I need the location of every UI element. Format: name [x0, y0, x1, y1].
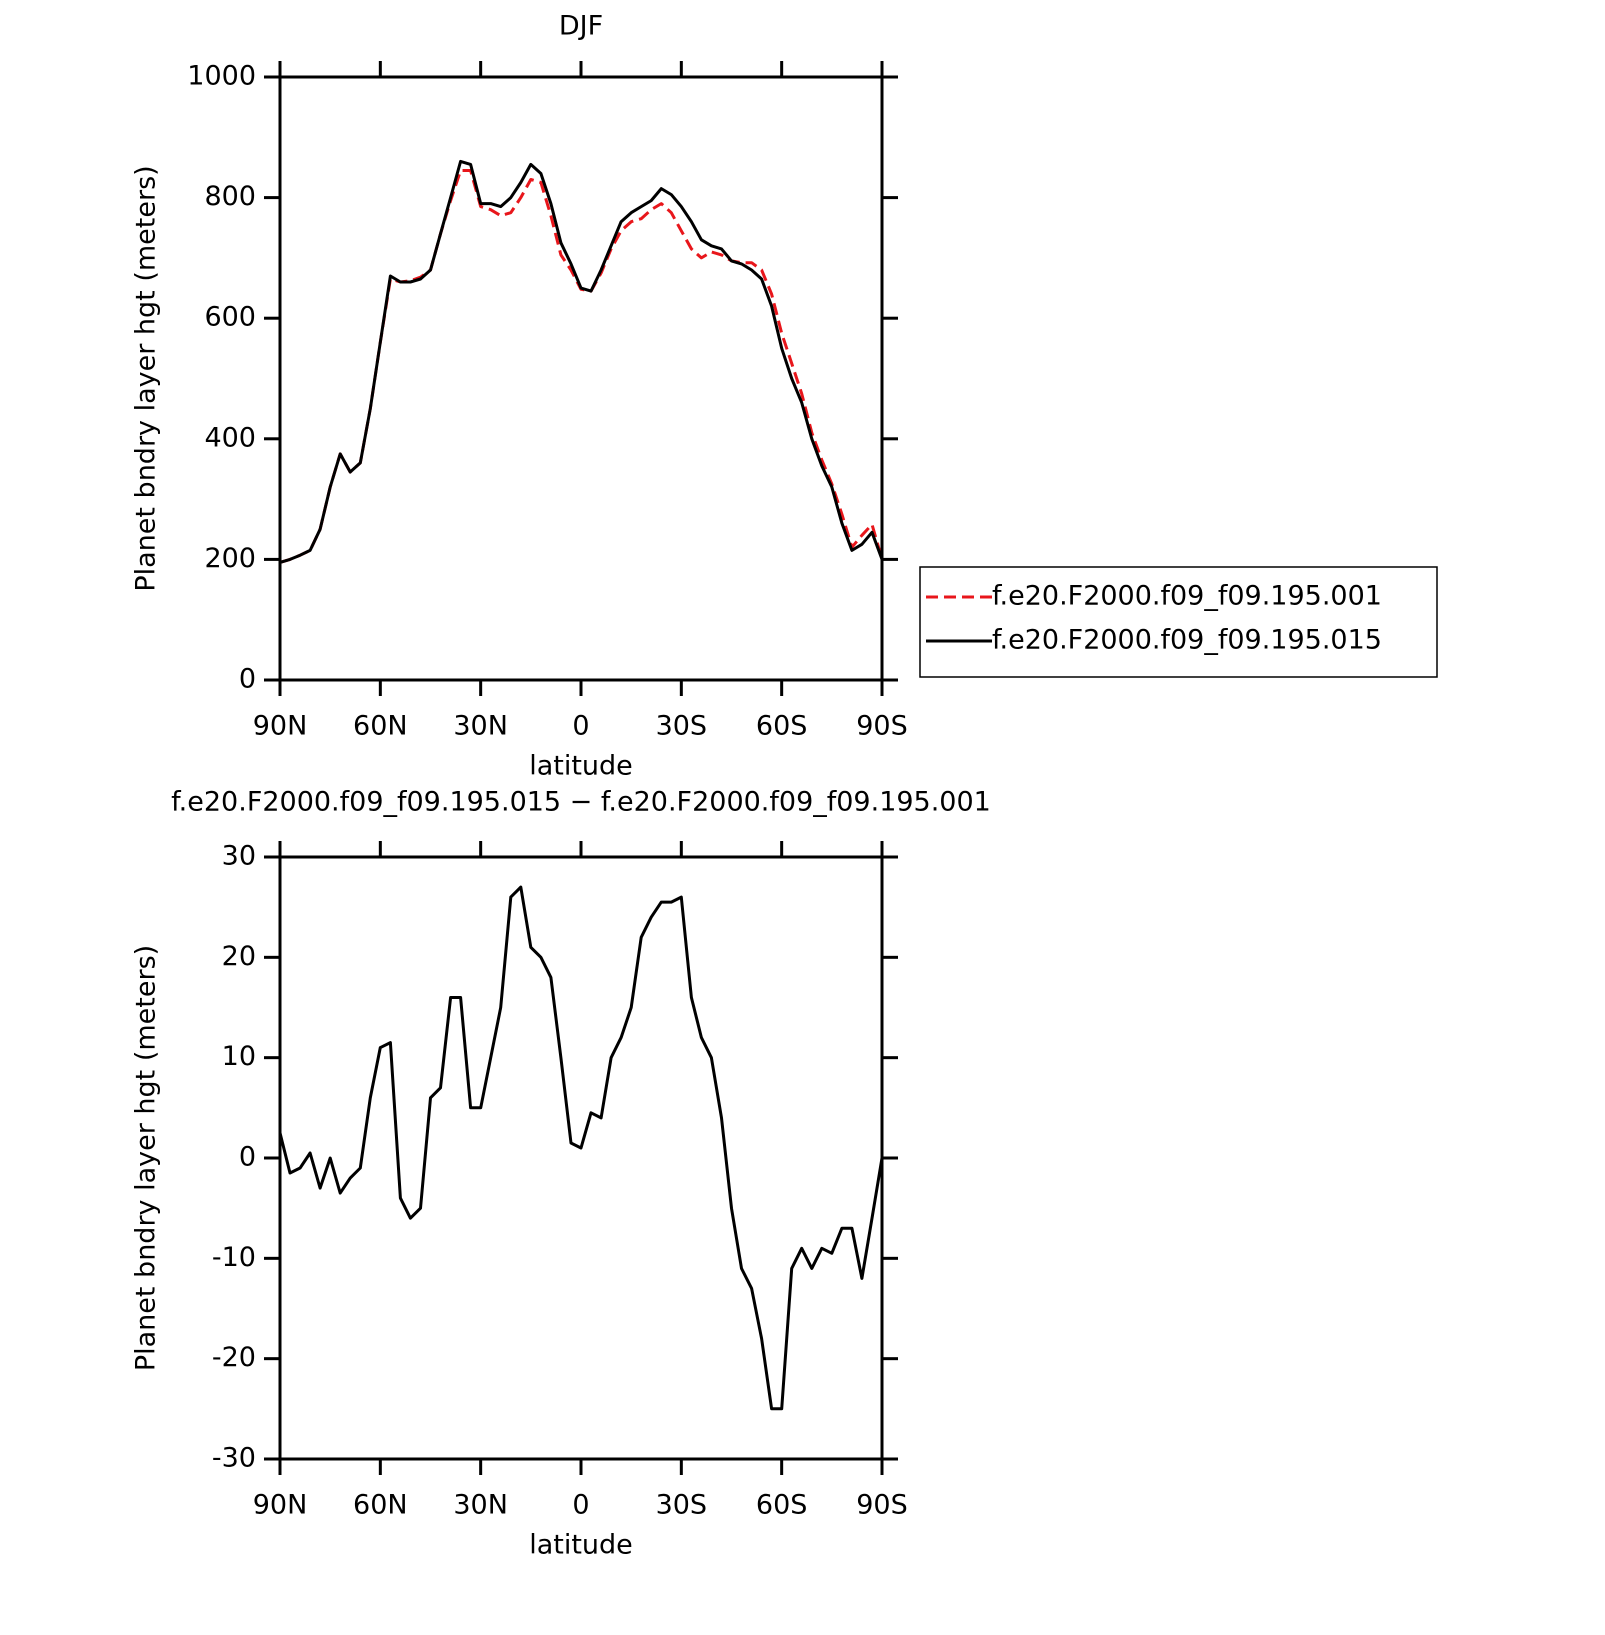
- x-tick-label: 60N: [353, 1490, 408, 1521]
- x-tick-label: 30S: [656, 1490, 708, 1521]
- y-tick-label: 30: [222, 841, 256, 872]
- chart-title: f.e20.F2000.f09_f09.195.015 − f.e20.F200…: [171, 787, 991, 818]
- x-tick-label: 30N: [453, 711, 508, 742]
- x-tick-label: 30S: [656, 711, 708, 742]
- y-tick-label: -30: [212, 1443, 256, 1474]
- x-tick-label: 90S: [856, 1490, 908, 1521]
- x-tick-label: 30N: [453, 1490, 508, 1521]
- y-axis-label: Planet bndry layer hgt (meters): [131, 945, 162, 1371]
- plot-frame: [278, 855, 884, 1461]
- plot-frame: [278, 75, 884, 682]
- y-tick-label: 600: [204, 302, 256, 333]
- y-axis-label: Planet bndry layer hgt (meters): [131, 165, 162, 591]
- x-tick-label: 60S: [756, 1490, 808, 1521]
- y-tick-label: 10: [222, 1041, 256, 1072]
- x-tick-label: 60S: [756, 711, 808, 742]
- x-axis-label: latitude: [529, 751, 633, 782]
- x-tick-label: 0: [572, 1490, 589, 1521]
- x-tick-label: 90N: [253, 1490, 308, 1521]
- legend-box: [919, 566, 1438, 678]
- data-line: [278, 885, 884, 1411]
- y-tick-label: 200: [204, 543, 256, 574]
- y-tick-label: 800: [204, 181, 256, 212]
- y-tick-label: 400: [204, 422, 256, 453]
- x-tick-label: 90S: [856, 711, 908, 742]
- x-axis-label: latitude: [529, 1530, 633, 1561]
- x-tick-label: 60N: [353, 711, 408, 742]
- y-tick-label: 0: [239, 1142, 256, 1173]
- x-tick-label: 0: [572, 711, 589, 742]
- y-tick-label: -10: [212, 1242, 256, 1273]
- legend-label: f.e20.F2000.f09_f09.195.001: [992, 581, 1382, 612]
- y-tick-label: -20: [212, 1342, 256, 1373]
- chart-title: DJF: [559, 11, 603, 42]
- x-tick-label: 90N: [253, 711, 308, 742]
- y-tick-label: 1000: [187, 61, 256, 92]
- y-tick-label: 0: [239, 664, 256, 695]
- data-line: [279, 159, 884, 564]
- legend-label: f.e20.F2000.f09_f09.195.015: [992, 625, 1382, 656]
- y-tick-label: 20: [222, 941, 256, 972]
- data-line: [279, 169, 884, 564]
